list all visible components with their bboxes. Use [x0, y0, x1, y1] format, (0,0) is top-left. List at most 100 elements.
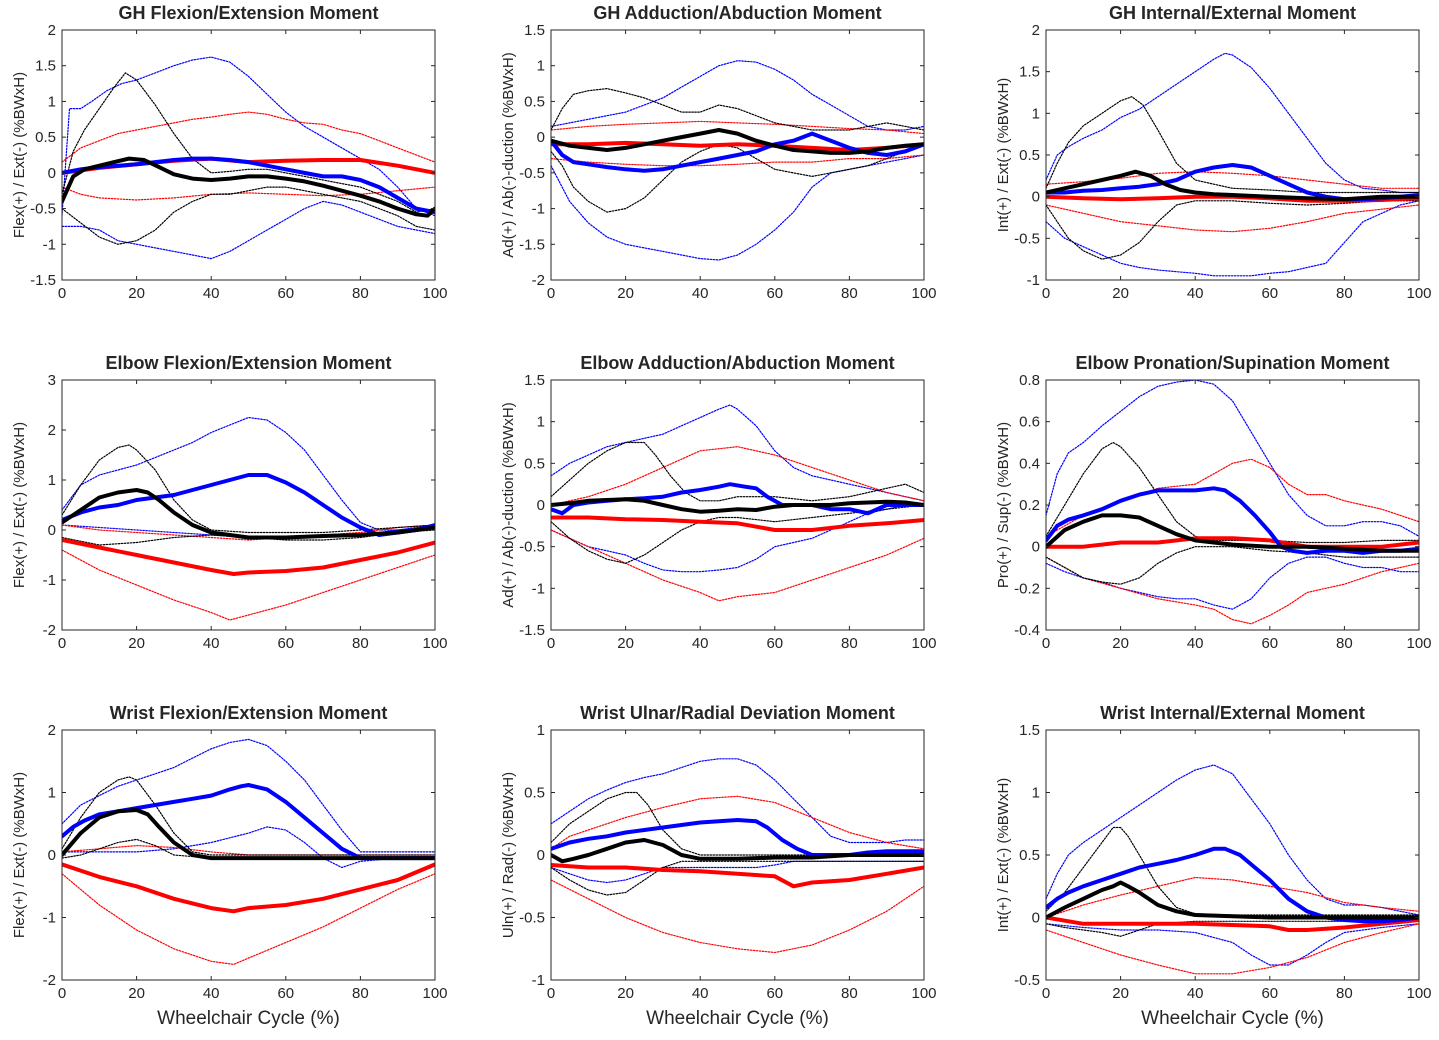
series-line-black-mean [551, 838, 924, 864]
x-tick-label: 100 [1406, 285, 1431, 302]
y-tick-label: -0.5 [1014, 230, 1040, 247]
y-tick-label: -1 [532, 580, 545, 597]
series-group [1046, 380, 1419, 625]
series-line-red-mean [1046, 536, 1419, 549]
x-tick-label: 20 [617, 285, 634, 302]
series-line-blue-upper [62, 738, 435, 853]
x-tick-label: 40 [1187, 985, 1204, 1002]
y-tick-label: 0 [537, 129, 545, 146]
series-line-red-upper [551, 795, 924, 850]
plot-title: Wrist Ulnar/Radial Deviation Moment [580, 703, 895, 723]
series-line-black-upper [62, 776, 435, 856]
series-line-black-mean [62, 156, 435, 218]
axes-frame [550, 29, 925, 281]
y-tick-label: -1.5 [30, 272, 56, 289]
series-group [1046, 52, 1419, 277]
series-line-blue-upper [551, 404, 924, 502]
y-tick-label: 0.6 [1019, 414, 1040, 431]
series-line-black-mean [1046, 169, 1419, 202]
series-line-blue-lower [1046, 556, 1419, 610]
y-tick-label: 1.5 [1019, 722, 1040, 739]
y-tick-label: 2 [48, 22, 56, 39]
x-tick-label: 100 [422, 635, 447, 652]
series-line-red-lower [62, 873, 435, 966]
series-line-blue-lower [551, 504, 924, 573]
x-tick-label: 80 [1336, 985, 1353, 1002]
y-tick-label: -1.5 [519, 622, 545, 639]
y-axis-label: Flex(+) / Ext(-) (%BWxH) [11, 72, 28, 238]
y-tick-label: 0.5 [1019, 847, 1040, 864]
x-tick-label: 100 [911, 285, 936, 302]
series-line-red-upper [551, 446, 924, 506]
series-group [62, 56, 435, 260]
y-tick-label: 0.8 [1019, 372, 1040, 389]
y-tick-label: 0 [537, 497, 545, 514]
y-tick-label: 1.5 [35, 58, 56, 75]
series-line-red-upper [1046, 876, 1419, 919]
series-line-black-mean [551, 128, 924, 155]
y-tick-label: 1.5 [524, 22, 545, 39]
series-line-black-mean [1046, 513, 1419, 553]
x-tick-label: 80 [1336, 285, 1353, 302]
subplot-9: Wrist Internal/External Moment 0 20 40 60 80 1… [995, 703, 1432, 1029]
y-tick-label: -2 [43, 622, 56, 639]
series-line-red-mean [551, 515, 924, 532]
series-line-blue-lower [551, 154, 924, 261]
x-tick-label: 20 [1112, 635, 1129, 652]
series-line-blue-upper [551, 758, 924, 844]
y-tick-label: 0 [48, 522, 56, 539]
series-line-black-mean [62, 808, 435, 861]
y-tick-label: 0.5 [524, 93, 545, 110]
x-axis-label: Wheelchair Cycle (%) [157, 1008, 340, 1029]
y-tick-label: -0.5 [1014, 972, 1040, 989]
y-tick-label: 1 [1032, 785, 1040, 802]
x-tick-label: 40 [203, 285, 220, 302]
y-tick-label: 0.5 [524, 455, 545, 472]
x-tick-label: 100 [911, 635, 936, 652]
x-tick-label: 20 [617, 635, 634, 652]
y-axis-label: Ad(+) / Ab(-)-duction (%BWxH) [500, 52, 517, 257]
y-tick-label: 1 [537, 414, 545, 431]
series-line-black-lower [551, 860, 924, 896]
y-tick-label: -0.2 [1014, 580, 1040, 597]
y-tick-label: 2 [1032, 22, 1040, 39]
x-tick-label: 20 [128, 635, 145, 652]
x-tick-label: 40 [692, 985, 709, 1002]
series-line-red-mean [62, 862, 435, 914]
x-axis-label: Wheelchair Cycle (%) [646, 1008, 829, 1029]
axes-frame [1045, 729, 1420, 981]
y-tick-label: -0.5 [519, 165, 545, 182]
series-line-black-lower [62, 186, 435, 245]
y-tick-label: -0.4 [1014, 622, 1040, 639]
y-tick-label: 2 [48, 722, 56, 739]
x-tick-label: 100 [1406, 635, 1431, 652]
series-line-black-upper [62, 444, 435, 534]
y-tick-label: -2 [43, 972, 56, 989]
axes-frame [61, 29, 436, 281]
x-tick-label: 0 [547, 985, 555, 1002]
series-line-red-lower [551, 529, 924, 602]
x-tick-label: 80 [352, 635, 369, 652]
y-tick-label: 1.5 [524, 372, 545, 389]
x-tick-label: 60 [1261, 285, 1278, 302]
series-group [551, 758, 924, 954]
series-line-blue-lower [1046, 923, 1419, 966]
series-line-blue-mean [62, 473, 435, 537]
x-tick-label: 100 [422, 985, 447, 1002]
y-tick-label: 1 [537, 58, 545, 75]
series-line-red-upper [1046, 171, 1419, 189]
series-line-blue-mean [1046, 486, 1419, 555]
y-axis-label: Int(+) / Ext(-) (%BWxH) [995, 78, 1012, 233]
series-line-blue-upper [62, 416, 435, 531]
x-tick-label: 0 [547, 635, 555, 652]
x-tick-label: 40 [203, 985, 220, 1002]
plot-title: GH Flexion/Extension Moment [118, 3, 378, 23]
series-line-red-mean [1046, 915, 1419, 932]
x-tick-label: 0 [1042, 985, 1050, 1002]
subplot-8: Wrist Ulnar/Radial Deviation Moment 0 20 40… [500, 703, 937, 1029]
x-tick-label: 60 [766, 985, 783, 1002]
y-tick-label: -1 [43, 910, 56, 927]
plot-title: Elbow Adduction/Abduction Moment [580, 353, 894, 373]
y-axis-label: Pro(+) / Sup(-) (%BWxH) [995, 422, 1012, 588]
